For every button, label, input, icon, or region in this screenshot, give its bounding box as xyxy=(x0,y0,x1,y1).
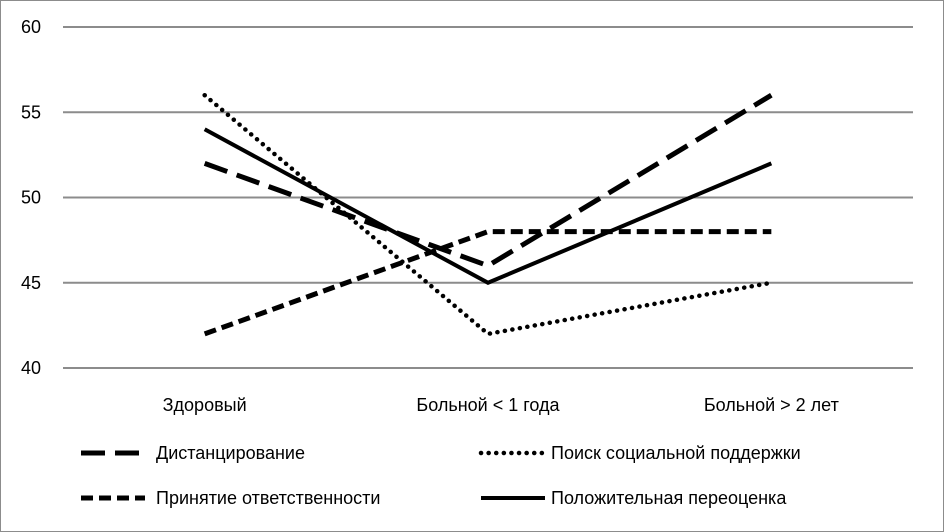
legend-label: Дистанцирование xyxy=(156,443,305,463)
y-tick-label: 40 xyxy=(21,358,41,378)
x-tick-labels: Здоровый Больной < 1 года Больной > 2 лет xyxy=(163,395,839,415)
series-line xyxy=(203,93,773,269)
y-tick-labels: 40 45 50 55 60 xyxy=(21,17,41,378)
y-tick-label: 60 xyxy=(21,17,41,37)
legend: Дистанцирование Поиск социальной поддержк… xyxy=(81,443,801,508)
x-tick-label: Больной < 1 года xyxy=(416,395,560,415)
gridlines xyxy=(63,26,913,369)
legend-label: Положительная переоценка xyxy=(551,488,787,508)
y-tick-label: 50 xyxy=(21,188,41,208)
legend-item: Поиск социальной поддержки xyxy=(478,443,801,463)
y-tick-label: 55 xyxy=(21,102,41,122)
series-line xyxy=(202,92,774,337)
legend-label: Принятие ответственности xyxy=(156,488,380,508)
x-tick-label: Здоровый xyxy=(163,395,247,415)
legend-item: Принятие ответственности xyxy=(81,488,380,508)
series-line xyxy=(203,127,773,285)
legend-item: Положительная переоценка xyxy=(481,488,787,508)
series-line xyxy=(203,229,772,337)
y-tick-label: 45 xyxy=(21,273,41,293)
x-tick-label: Больной > 2 лет xyxy=(704,395,839,415)
legend-label: Поиск социальной поддержки xyxy=(551,443,801,463)
legend-item: Дистанцирование xyxy=(81,443,305,463)
series-lines xyxy=(202,92,774,337)
